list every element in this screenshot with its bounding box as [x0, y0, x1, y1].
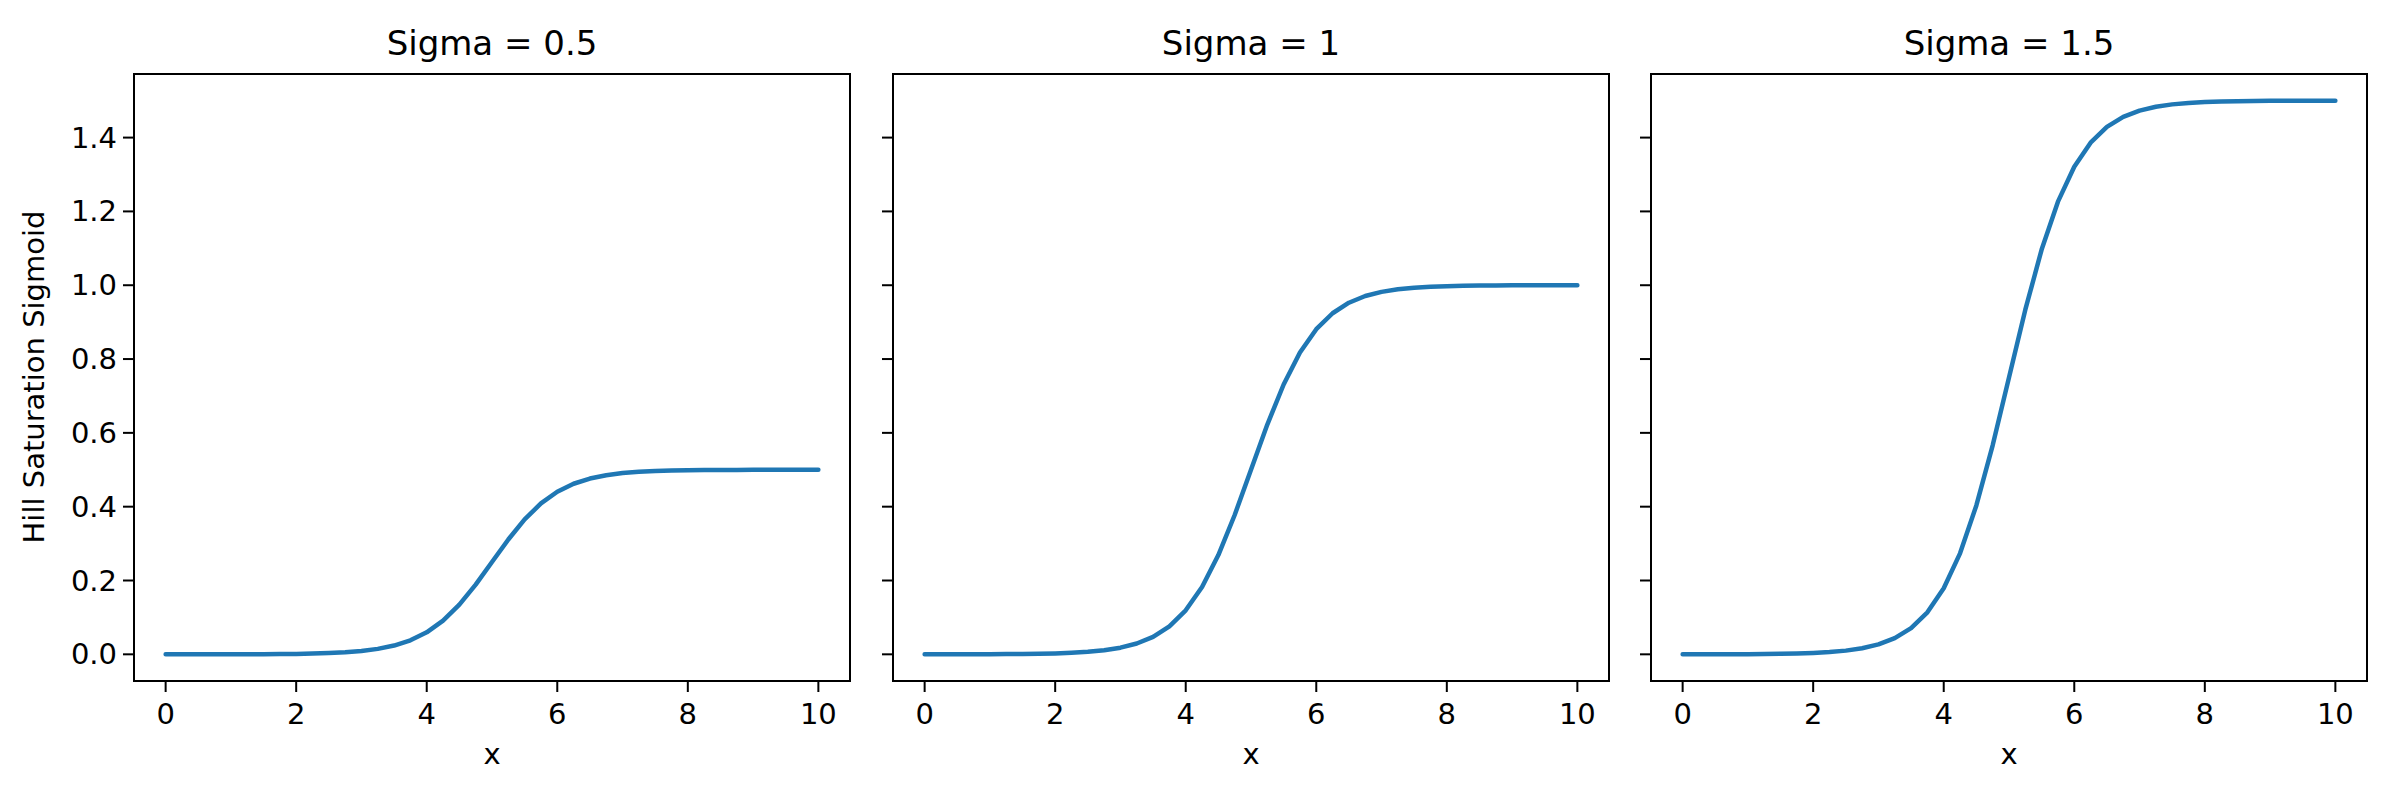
axes-frame [134, 74, 850, 681]
x-tick-label: 0 [126, 697, 206, 731]
subplot-title: Sigma = 1.5 [1650, 21, 2368, 65]
sigmoid-curve [1683, 101, 2336, 655]
axes-area [892, 73, 1610, 682]
sigmoid-curve [166, 470, 819, 655]
x-tick-label: 6 [1276, 697, 1356, 731]
x-tick-label: 6 [517, 697, 597, 731]
x-tick-label: 0 [1643, 697, 1723, 731]
x-axis-label: x [892, 737, 1610, 771]
x-tick-label: 4 [387, 697, 467, 731]
subplot-title: Sigma = 0.5 [133, 21, 851, 65]
x-axis-label: x [133, 737, 851, 771]
x-axis-label: x [1650, 737, 2368, 771]
x-tick-label: 2 [1015, 697, 1095, 731]
subplot-sigma-1: Sigma = 1 x 0246810 [892, 73, 1610, 682]
x-tick-label: 4 [1904, 697, 1984, 731]
x-tick-label: 2 [256, 697, 336, 731]
y-tick-label: 0.4 [35, 490, 117, 524]
x-tick-label: 4 [1146, 697, 1226, 731]
subplot-sigma-1-5: Sigma = 1.5 x 0246810 [1650, 73, 2368, 682]
axes-area [133, 73, 851, 682]
axes-frame [893, 74, 1609, 681]
x-tick-label: 10 [778, 697, 858, 731]
x-tick-label: 0 [885, 697, 965, 731]
figure: Hill Saturation Sigmoid Sigma = 0.5 x 02… [0, 0, 2400, 800]
x-tick-label: 10 [1537, 697, 1617, 731]
y-tick-label: 0.2 [35, 564, 117, 598]
x-tick-label: 8 [648, 697, 728, 731]
x-tick-label: 2 [1773, 697, 1853, 731]
x-tick-label: 8 [1407, 697, 1487, 731]
subplot-title: Sigma = 1 [892, 21, 1610, 65]
x-tick-label: 6 [2034, 697, 2114, 731]
sigmoid-curve [925, 285, 1578, 654]
y-tick-label: 1.2 [35, 194, 117, 228]
y-tick-label: 1.4 [35, 121, 117, 155]
y-tick-label: 0.8 [35, 342, 117, 376]
y-tick-label: 0.6 [35, 416, 117, 450]
x-tick-label: 8 [2165, 697, 2245, 731]
subplot-sigma-0-5: Sigma = 0.5 x 02468100.00.20.40.60.81.01… [133, 73, 851, 682]
x-tick-label: 10 [2295, 697, 2375, 731]
axes-area [1650, 73, 2368, 682]
y-tick-label: 0.0 [35, 637, 117, 671]
y-tick-label: 1.0 [35, 268, 117, 302]
